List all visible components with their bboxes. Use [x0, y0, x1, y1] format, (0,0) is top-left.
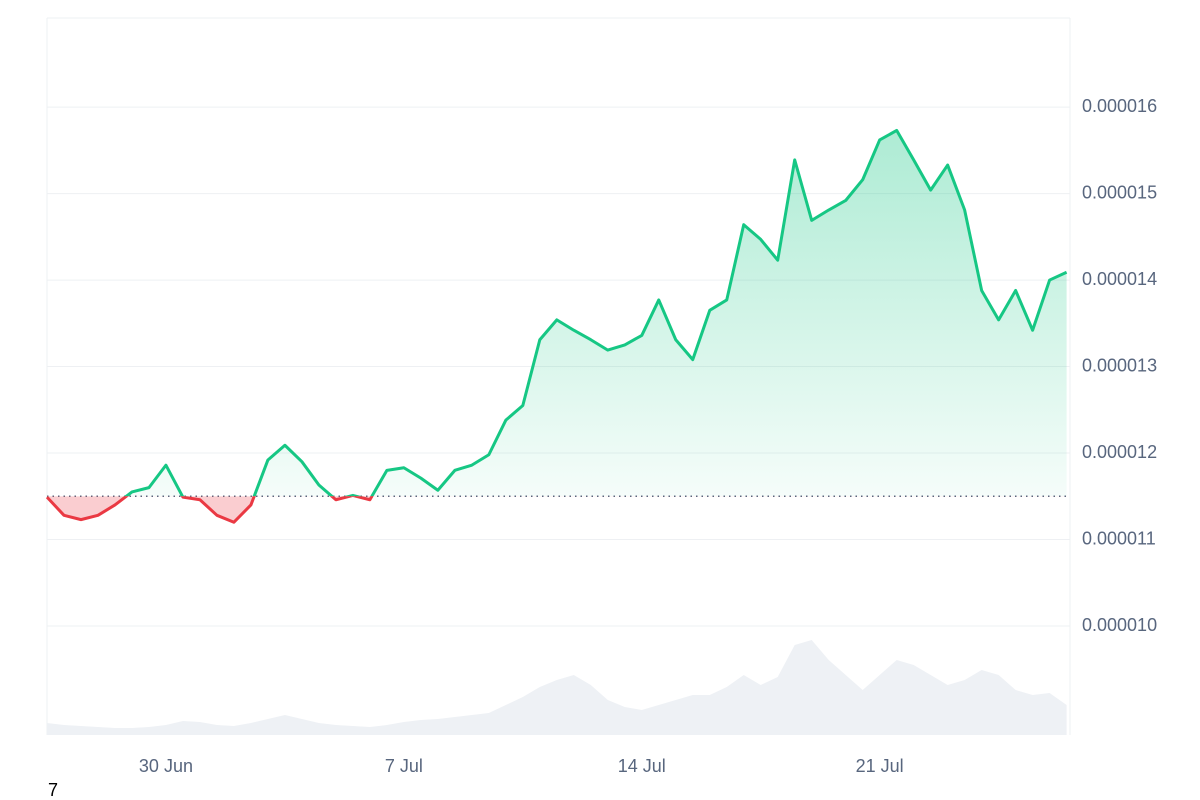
y-tick-label: 0.000011 [1082, 528, 1156, 548]
y-tick-label: 0.000016 [1082, 96, 1157, 116]
line-up [47, 128, 1068, 497]
y-tick-label: 0.000013 [1082, 355, 1157, 375]
annotation: 7 [48, 780, 58, 800]
area-up [47, 130, 1067, 497]
x-tick-label: 14 Jul [618, 756, 666, 776]
y-tick-label: 0.000012 [1082, 442, 1157, 462]
y-tick-label: 0.000015 [1082, 182, 1157, 202]
x-tick-label: 7 Jul [385, 756, 423, 776]
y-tick-label: 0.000014 [1082, 269, 1157, 289]
x-tick-label: 21 Jul [856, 756, 904, 776]
volume-area [47, 640, 1067, 735]
x-tick-label: 30 Jun [139, 756, 193, 776]
line-down [45, 496, 374, 524]
area-down [47, 496, 372, 523]
y-tick-label: 0.000010 [1082, 615, 1157, 635]
